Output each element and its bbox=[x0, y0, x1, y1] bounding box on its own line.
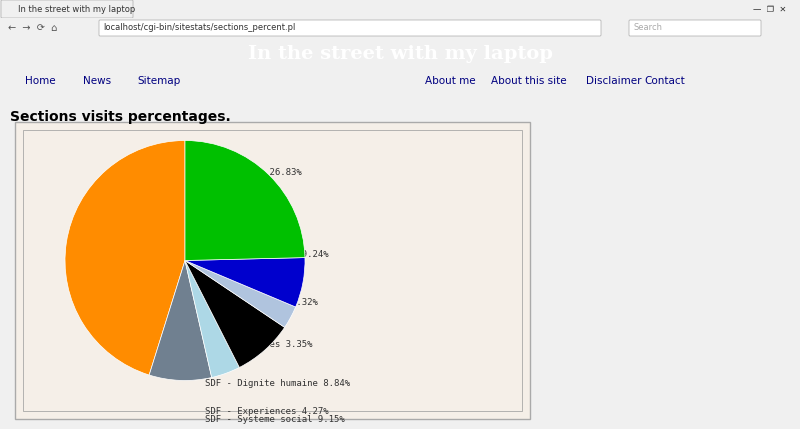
Text: In the street with my laptop: In the street with my laptop bbox=[18, 4, 135, 13]
Text: Contact: Contact bbox=[645, 76, 686, 86]
Text: Computer basics 7.32%: Computer basics 7.32% bbox=[205, 298, 318, 307]
Text: Sections visits percentages.: Sections visits percentages. bbox=[10, 110, 230, 124]
Wedge shape bbox=[65, 141, 185, 375]
Text: SDF - Systeme social 9.15%: SDF - Systeme social 9.15% bbox=[205, 415, 345, 424]
Wedge shape bbox=[185, 141, 305, 260]
FancyBboxPatch shape bbox=[629, 20, 761, 36]
Text: Disclaimer: Disclaimer bbox=[586, 76, 642, 86]
Text: SDF - Experiences 4.27%: SDF - Experiences 4.27% bbox=[205, 407, 329, 416]
Text: SDF - Dignite humaine 8.84%: SDF - Dignite humaine 8.84% bbox=[205, 379, 350, 388]
Wedge shape bbox=[185, 260, 296, 327]
Text: Home: Home bbox=[25, 76, 55, 86]
Wedge shape bbox=[149, 260, 212, 381]
FancyBboxPatch shape bbox=[99, 20, 601, 36]
Wedge shape bbox=[185, 257, 305, 307]
Text: Sitemap: Sitemap bbox=[138, 76, 181, 86]
FancyBboxPatch shape bbox=[23, 130, 522, 411]
Wedge shape bbox=[185, 260, 285, 368]
FancyBboxPatch shape bbox=[1, 0, 133, 18]
Wedge shape bbox=[185, 260, 239, 378]
FancyBboxPatch shape bbox=[15, 122, 530, 419]
Text: ←  →  ⟳  ⌂: ← → ⟳ ⌂ bbox=[8, 23, 58, 33]
Text: Search: Search bbox=[634, 24, 663, 33]
Text: localhost/cgi-bin/sitestats/sections_percent.pl: localhost/cgi-bin/sitestats/sections_per… bbox=[103, 24, 295, 33]
Text: In the street with my laptop: In the street with my laptop bbox=[247, 45, 553, 63]
Text: Website/Database 49.24%: Website/Database 49.24% bbox=[205, 249, 329, 258]
Text: —  ❐  ✕: — ❐ ✕ bbox=[754, 4, 786, 13]
Text: About this site: About this site bbox=[491, 76, 567, 86]
Text: Free Pascal 26.83%: Free Pascal 26.83% bbox=[205, 168, 302, 177]
Text: SDF - Articles 3.35%: SDF - Articles 3.35% bbox=[205, 339, 313, 348]
Text: About me: About me bbox=[425, 76, 475, 86]
Text: News: News bbox=[83, 76, 111, 86]
